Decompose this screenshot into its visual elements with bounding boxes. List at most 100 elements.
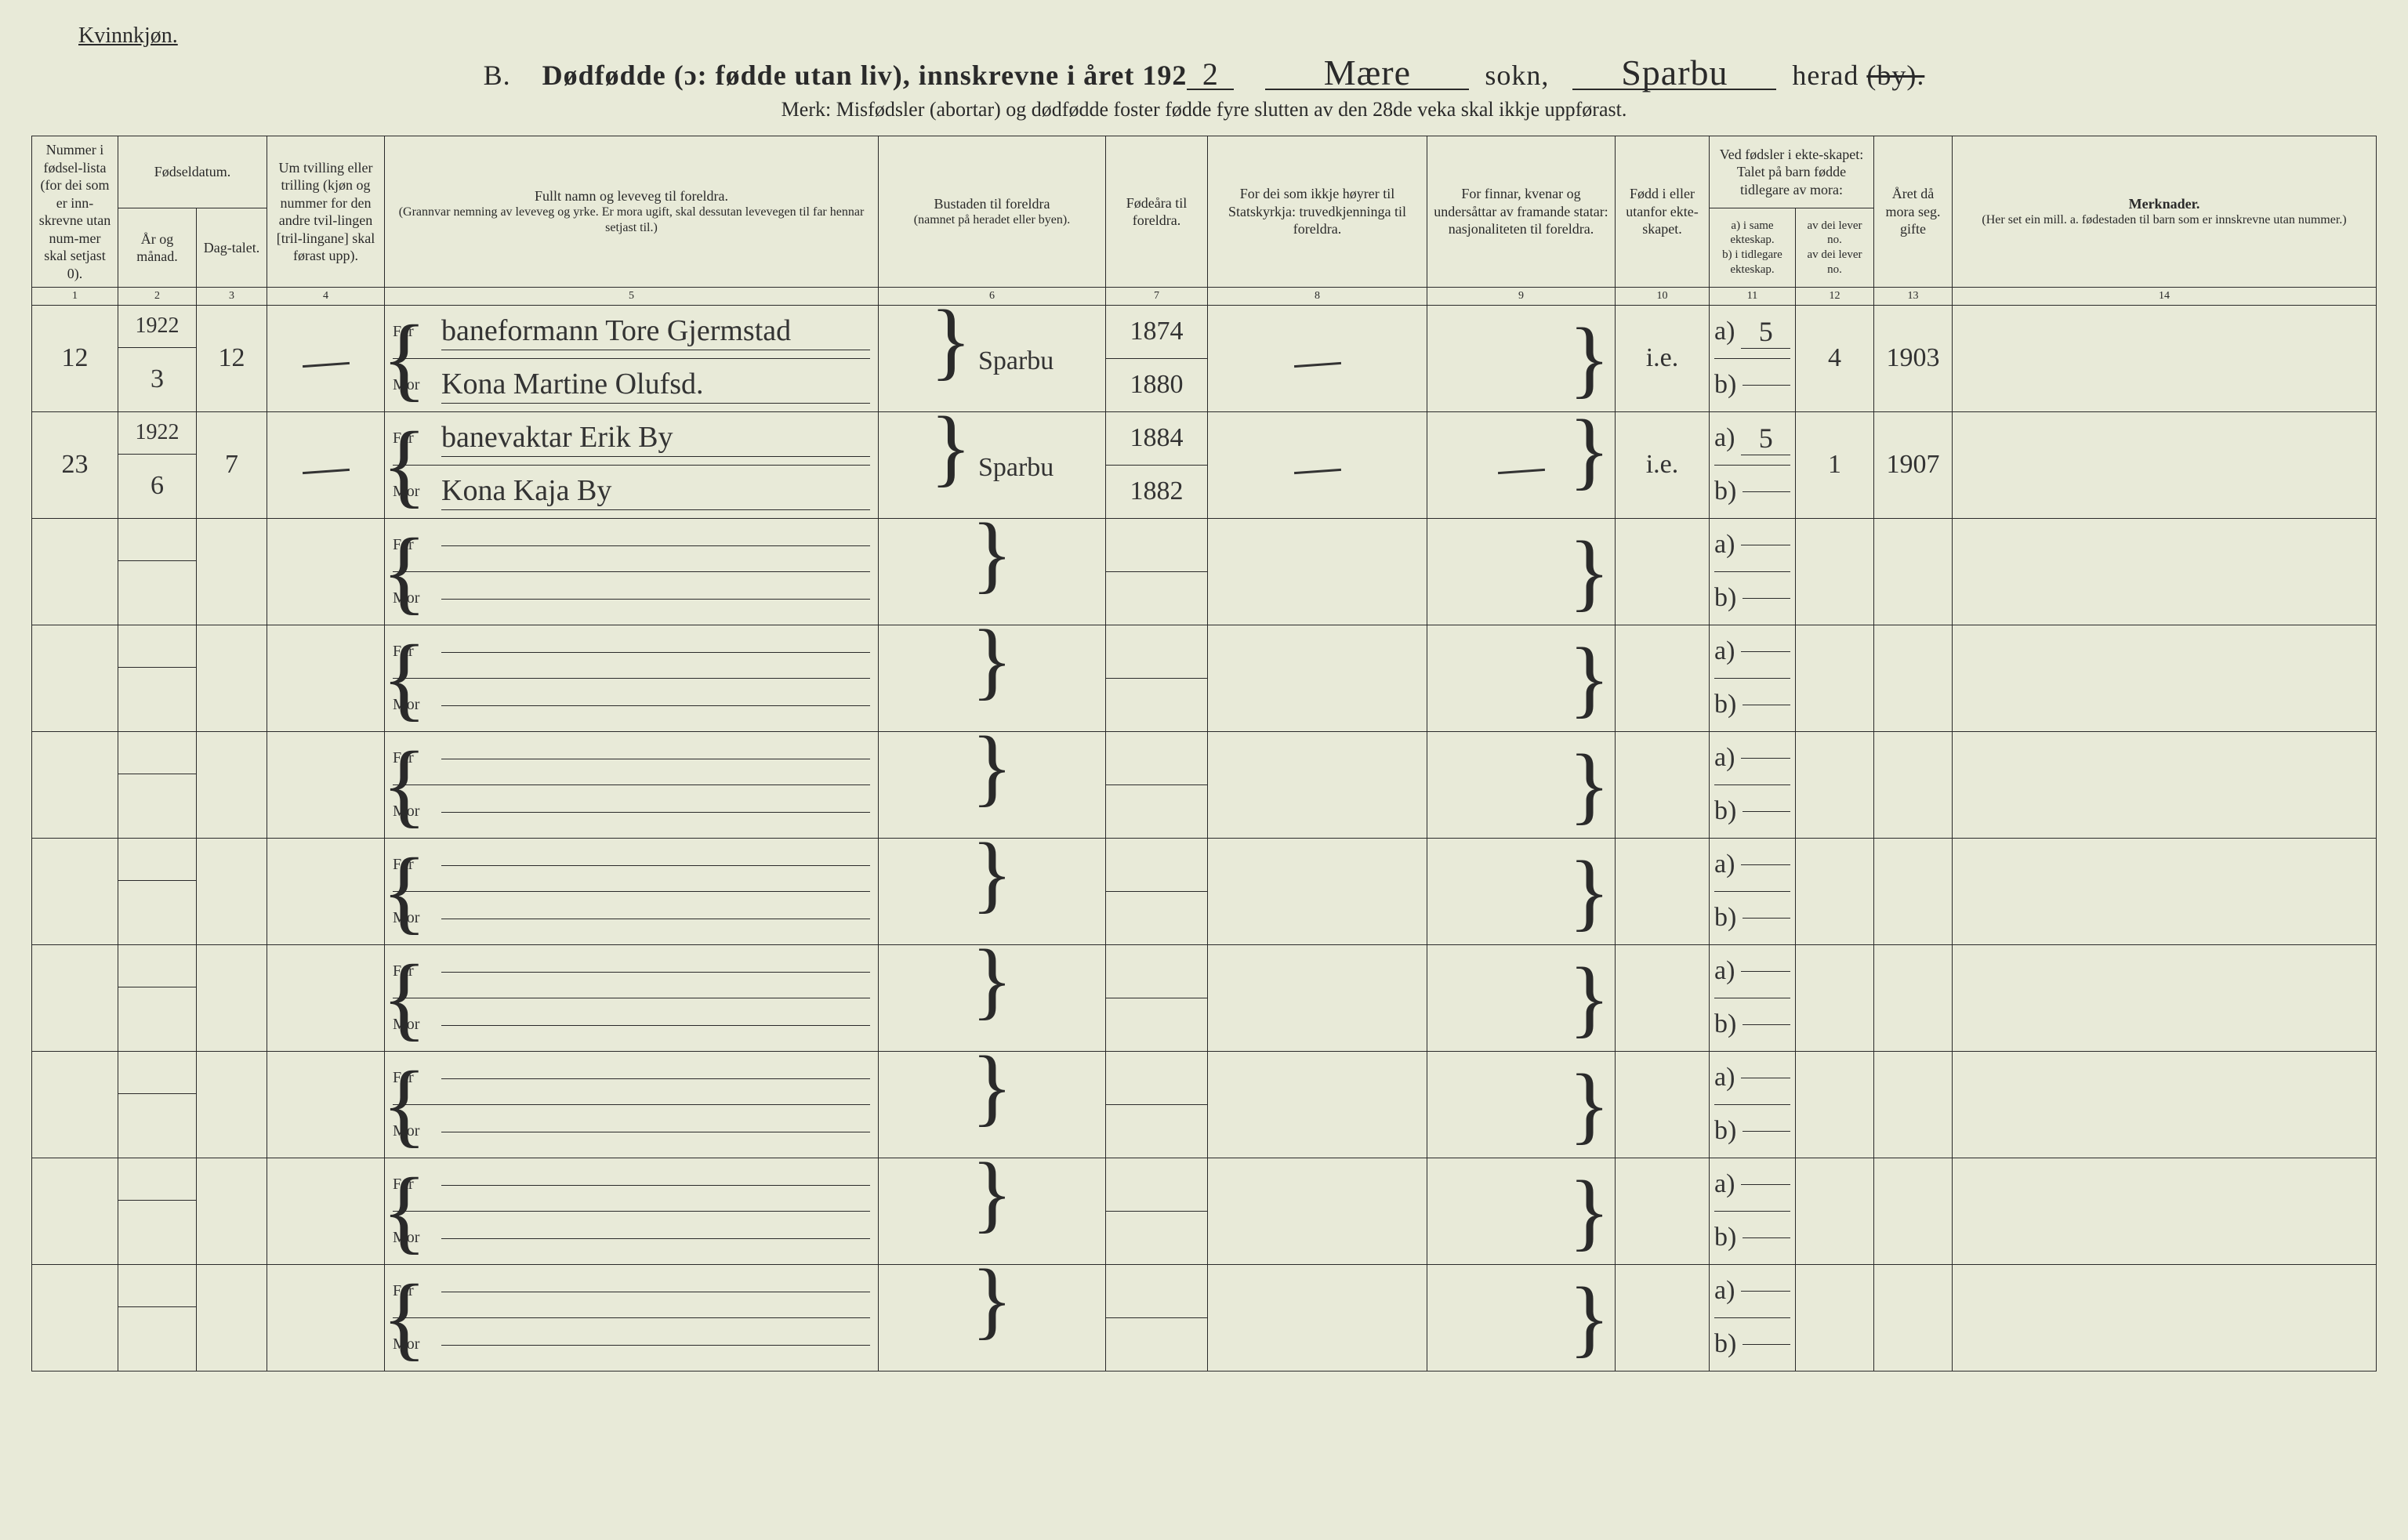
cell: } <box>879 625 1106 731</box>
a-value <box>1741 1291 1790 1292</box>
month <box>118 668 196 731</box>
far-birthyear <box>1106 839 1207 892</box>
cell <box>1874 731 1953 838</box>
cell: } <box>1427 1264 1616 1371</box>
mor-label: Mor <box>393 803 430 821</box>
cell: } Sparbu <box>879 305 1106 411</box>
cell: { Far Mor <box>385 731 879 838</box>
month <box>118 1094 196 1158</box>
cell: { Far Mor <box>385 1158 879 1264</box>
b-value <box>1743 1131 1790 1132</box>
colnum: 2 <box>118 288 197 306</box>
cell <box>1616 731 1710 838</box>
far-name: baneformann Tore Gjermstad <box>441 313 870 350</box>
colnum: 3 <box>197 288 267 306</box>
cell <box>1106 1264 1208 1371</box>
cell: } <box>879 1264 1106 1371</box>
mor-name <box>441 1024 870 1026</box>
col-2-header: År og månad. <box>118 208 197 288</box>
cell <box>1616 838 1710 944</box>
col-12-header: av dei lever no. av dei lever no. <box>1796 208 1874 288</box>
cell <box>32 518 118 625</box>
sokn-label: sokn, <box>1485 60 1549 91</box>
colnum: 1 <box>32 288 118 306</box>
month <box>118 774 196 838</box>
table-row: { Far Mor } }a) b) <box>32 838 2377 944</box>
cell <box>1796 838 1874 944</box>
a-label: a) <box>1714 636 1735 666</box>
cell: } <box>1427 518 1616 625</box>
a-value <box>1741 1184 1790 1185</box>
cell <box>1796 731 1874 838</box>
herad-label: herad <box>1792 60 1859 91</box>
year <box>118 945 196 987</box>
far-birthyear <box>1106 1265 1207 1318</box>
brace-right-icon: } <box>971 932 1013 1027</box>
col-13-header: Året då mora seg. gifte <box>1874 136 1953 288</box>
col-11-header: a) i same ekteskap. b) i tidlegare ektes… <box>1710 208 1796 288</box>
colnum: 13 <box>1874 288 1953 306</box>
form-subtitle: Merk: Misfødsler (abortar) og dødfødde f… <box>31 98 2377 121</box>
cell <box>1616 1158 1710 1264</box>
cell: { Far banevaktar Erik By Mor Kona Kaja B… <box>385 411 879 518</box>
mor-label: Mor <box>393 589 430 607</box>
mor-birthyear <box>1106 571 1207 625</box>
day: 12 <box>219 343 245 372</box>
far-label: Far <box>393 962 430 980</box>
cell <box>32 731 118 838</box>
b-label: b) <box>1714 583 1736 613</box>
cell <box>267 838 385 944</box>
mor-name <box>441 704 870 706</box>
mor-name <box>441 917 870 919</box>
brace-right-icon: } <box>971 1252 1013 1347</box>
cell <box>267 1051 385 1158</box>
dash-mark <box>1497 469 1544 474</box>
cell <box>118 838 197 944</box>
cell: } <box>1427 731 1616 838</box>
cell: 12 <box>32 305 118 411</box>
wedlock: i.e. <box>1646 450 1679 479</box>
b-label: b) <box>1714 1009 1736 1039</box>
cell: } <box>1427 305 1616 411</box>
cell: 12 <box>197 305 267 411</box>
marriage-year: 1907 <box>1887 450 1940 479</box>
cell: a) b) <box>1710 1158 1796 1264</box>
cell <box>1874 838 1953 944</box>
cell <box>197 1051 267 1158</box>
cell <box>1208 411 1427 518</box>
col-5-title: Fullt namn og leveveg til foreldra. <box>390 187 873 205</box>
b-value <box>1743 1344 1790 1345</box>
colnum: 12 <box>1796 288 1874 306</box>
a-label: a) <box>1714 423 1735 453</box>
cell <box>197 1158 267 1264</box>
table-row: 121922 312{ Far baneformann Tore Gjermst… <box>32 305 2377 411</box>
mor-name <box>441 1343 870 1346</box>
far-label: Far <box>393 536 430 554</box>
cell: 1903 <box>1874 305 1953 411</box>
cell <box>1616 1051 1710 1158</box>
cell <box>32 1158 118 1264</box>
month <box>118 881 196 944</box>
a-label: a) <box>1714 317 1735 346</box>
a-value: 5 <box>1741 315 1790 349</box>
cell <box>1874 1264 1953 1371</box>
month <box>118 1307 196 1371</box>
mor-birthyear: 1882 <box>1106 465 1207 518</box>
month <box>118 561 196 625</box>
table-head: Nummer i fødsel-lista (for dei som er in… <box>32 136 2377 306</box>
far-label: Far <box>393 429 430 448</box>
cell <box>1953 518 2377 625</box>
mor-birthyear <box>1106 1317 1207 1371</box>
cell <box>1616 1264 1710 1371</box>
cell <box>32 838 118 944</box>
b-value <box>1743 385 1790 386</box>
year <box>118 839 196 881</box>
cell: } <box>1427 1051 1616 1158</box>
cell: { Far Mor <box>385 1051 879 1158</box>
brace-right-icon: } <box>971 1145 1013 1241</box>
far-name <box>441 970 870 973</box>
far-birthyear <box>1106 732 1207 785</box>
mor-label: Mor <box>393 376 430 394</box>
a-label: a) <box>1714 850 1735 879</box>
statskyrkja <box>1294 343 1341 372</box>
